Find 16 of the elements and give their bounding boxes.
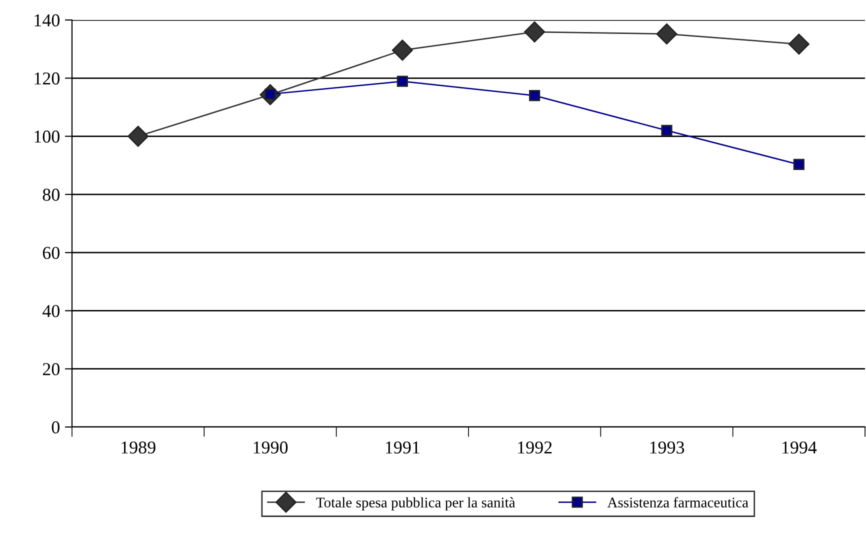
x-tick-label: 1993 <box>650 441 684 454</box>
x-tick-label: 1992 <box>518 441 552 454</box>
y-tick-label: 20 <box>42 363 60 376</box>
x-tick-label: 1991 <box>386 441 420 454</box>
y-tick-label: 120 <box>34 72 60 85</box>
y-tick-label: 0 <box>52 421 60 434</box>
y-tick-label: 100 <box>34 130 60 143</box>
y-tick-label: 60 <box>42 246 60 260</box>
legend-label: Assistenza farmaceutica <box>607 497 748 508</box>
x-tick-label: 1990 <box>254 441 288 454</box>
y-tick-label: 80 <box>42 188 60 201</box>
legend-label: Totale spesa pubblica per la sanità <box>316 497 516 510</box>
x-tick-label: 1989 <box>122 441 156 454</box>
y-tick-label: 140 <box>34 14 60 26</box>
y-tick-label: 40 <box>42 304 60 318</box>
x-tick-label: 1994 <box>782 441 817 454</box>
